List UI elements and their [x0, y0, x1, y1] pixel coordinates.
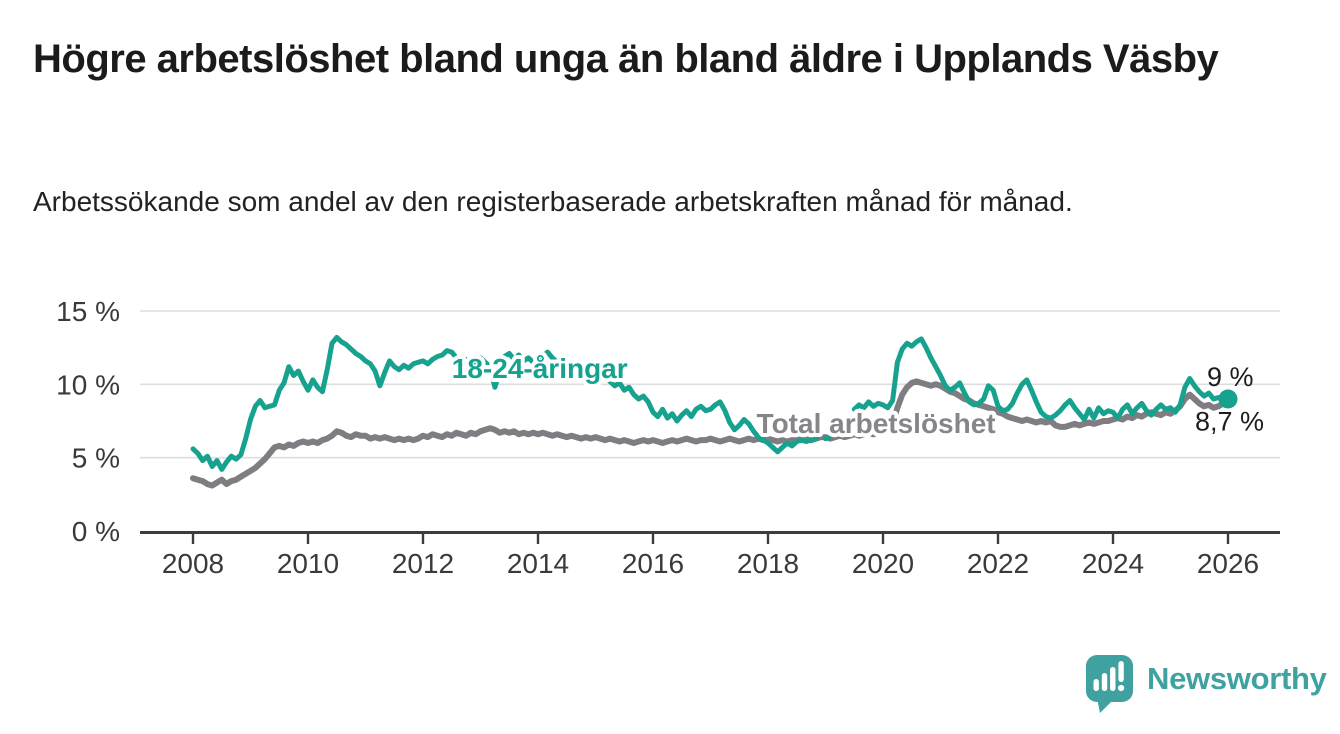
x-tick-label: 2010 [277, 548, 339, 579]
series-end-dot [1218, 389, 1238, 409]
newsworthy-logo: Newsworthy [1085, 652, 1327, 714]
x-tick-label: 2018 [737, 548, 799, 579]
end-value-label: 9 % [1207, 362, 1254, 392]
chart-title: Högre arbetslöshet bland unga än bland ä… [33, 37, 1219, 81]
x-tick-label: 2020 [852, 548, 914, 579]
x-tick-label: 2014 [507, 548, 569, 579]
series-label: 18-24-åringar [452, 353, 628, 384]
chart-subtitle: Arbetssökande som andel av den registerb… [33, 186, 1073, 217]
x-tick-label: 2022 [967, 548, 1029, 579]
newsworthy-logo-icon [1086, 655, 1133, 713]
x-tick-label: 2008 [162, 548, 224, 579]
y-tick-label: 5 % [72, 443, 120, 474]
series-line-total-arbetslöshet [190, 378, 1231, 489]
x-tick-label: 2024 [1082, 548, 1144, 579]
x-tick-label: 2026 [1197, 548, 1259, 579]
x-tick-label: 2016 [622, 548, 684, 579]
series-label: Total arbetslöshet [757, 408, 996, 439]
y-tick-label: 0 % [72, 516, 120, 547]
newsworthy-logo-text: Newsworthy [1147, 661, 1327, 696]
series-line-18-24-åringar [190, 334, 1231, 472]
end-value-label: 8,7 % [1195, 406, 1264, 436]
y-tick-label: 15 % [56, 296, 120, 327]
x-tick-label: 2012 [392, 548, 454, 579]
y-tick-label: 10 % [56, 369, 120, 400]
